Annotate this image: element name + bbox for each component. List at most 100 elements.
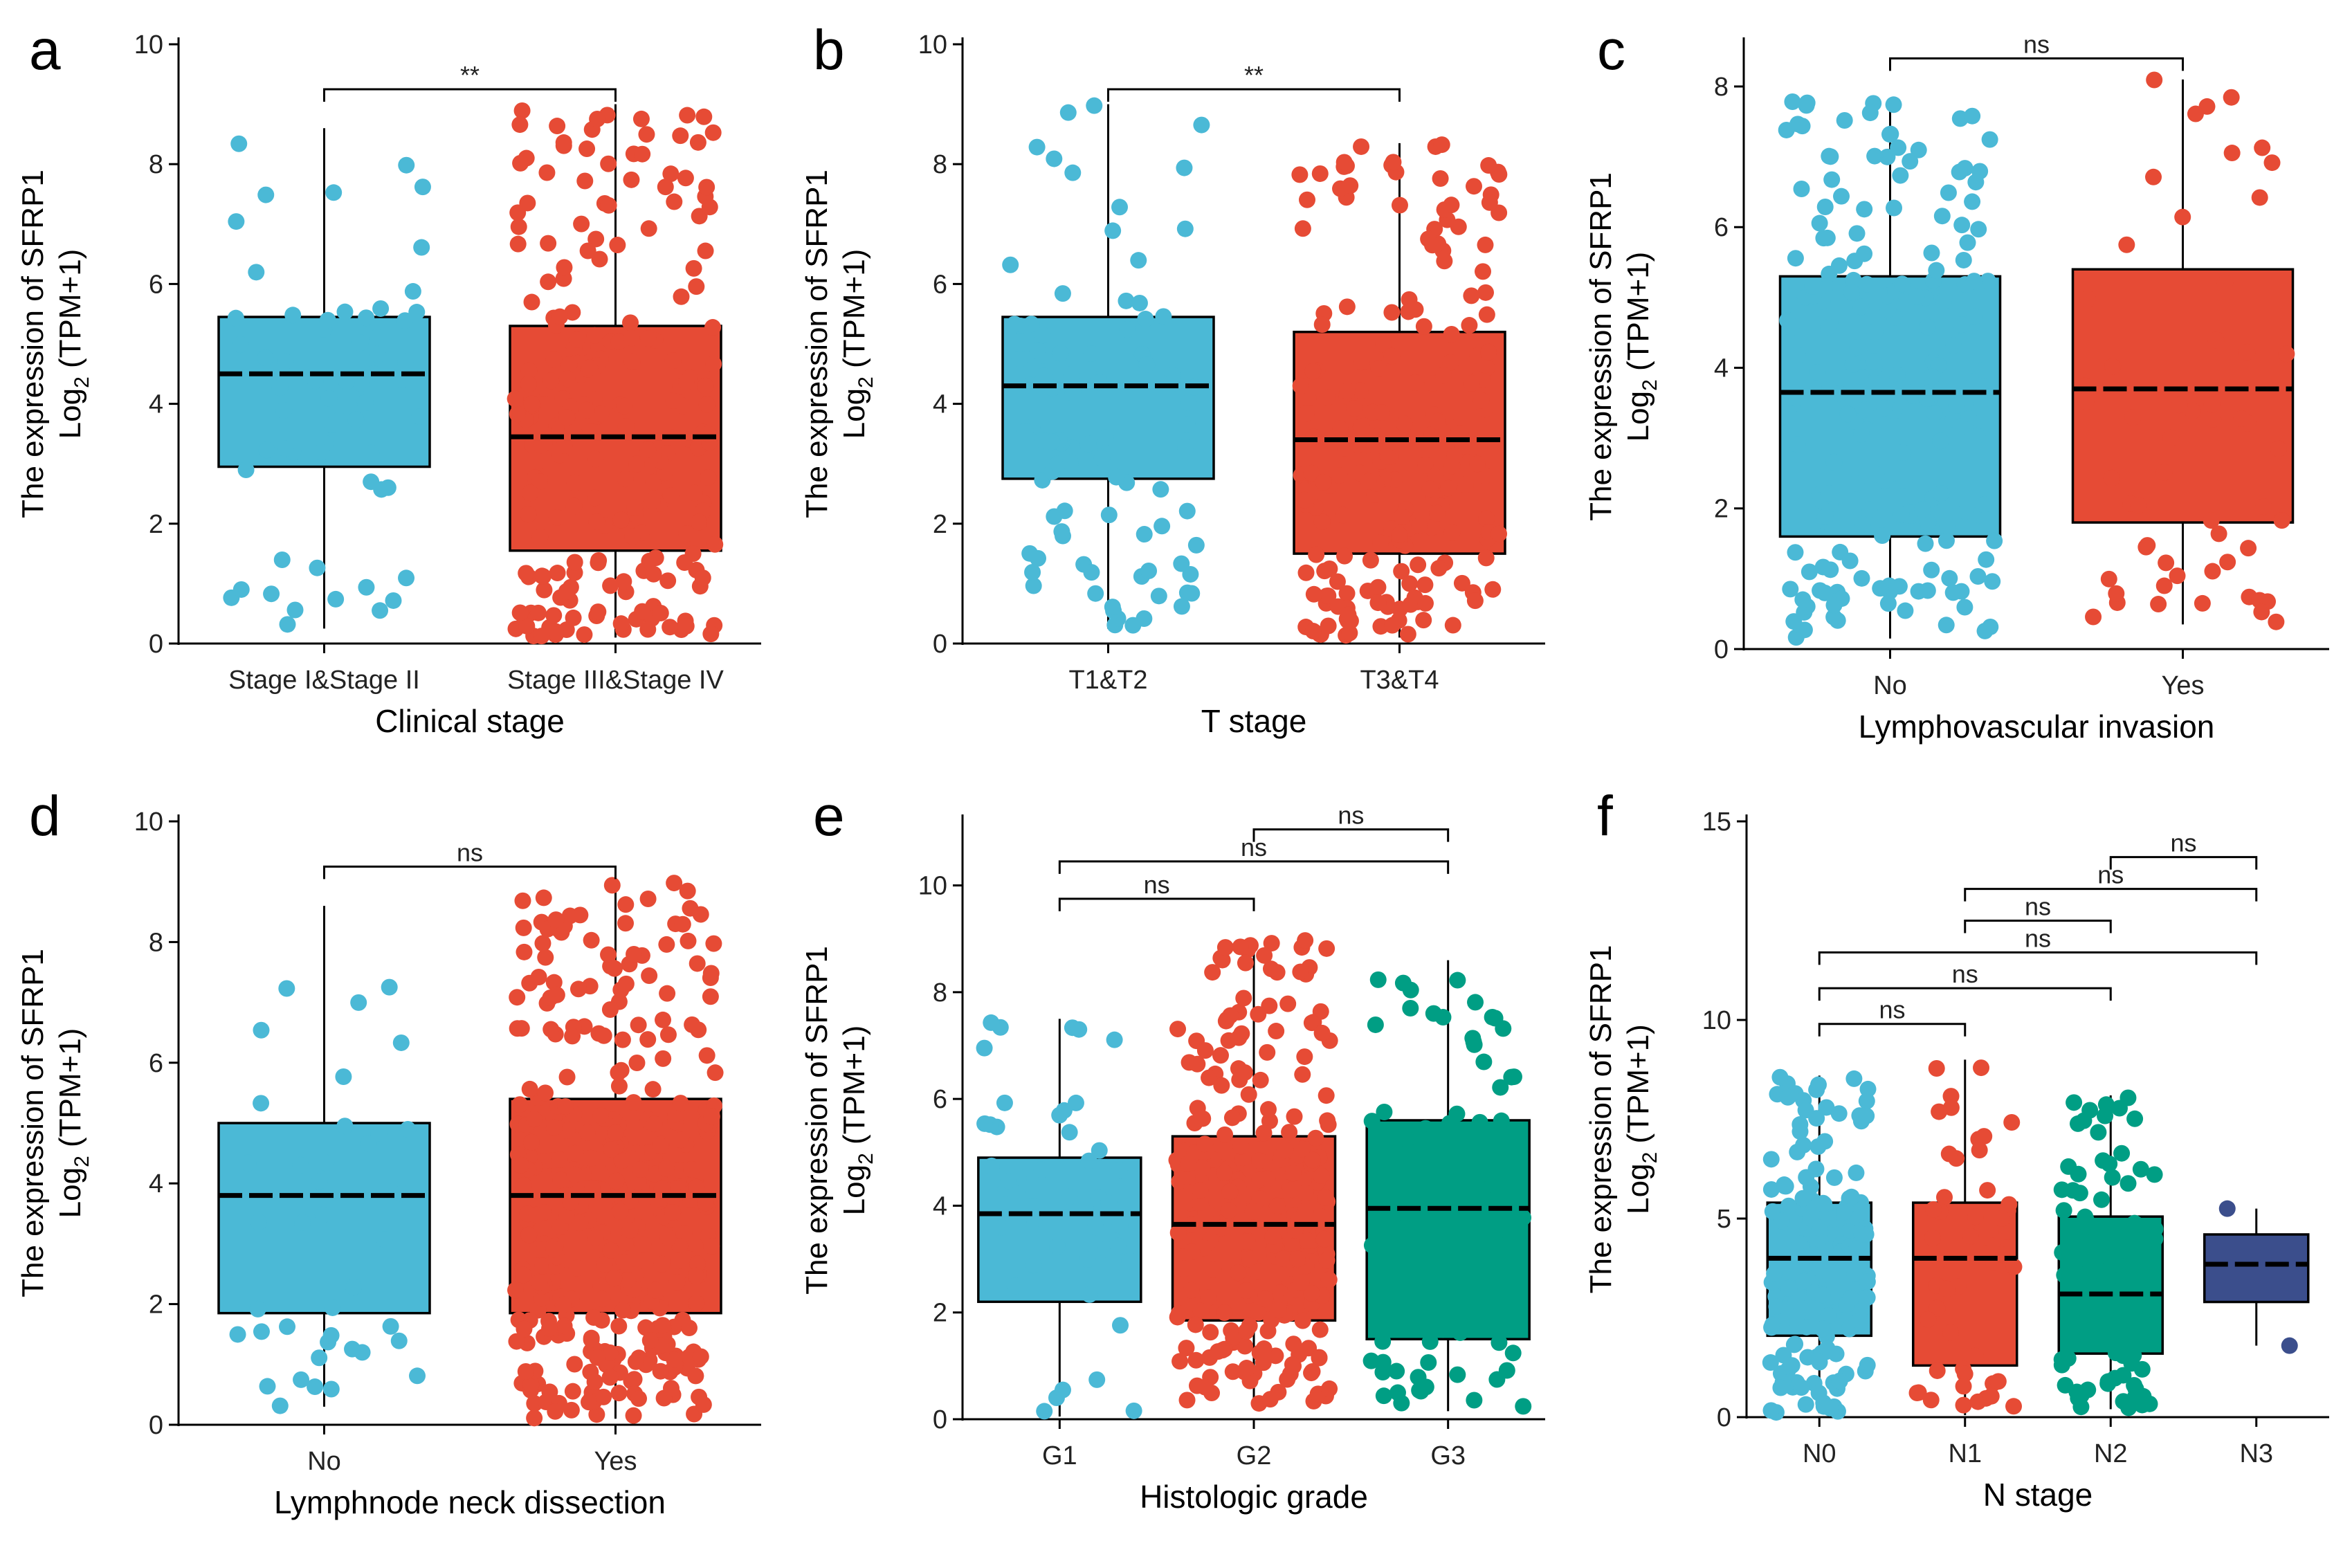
data-point [659,1026,677,1043]
data-point [513,102,531,119]
data-point [1300,1340,1318,1357]
data-point [325,184,343,201]
y-tick-label: 2 [149,1291,163,1320]
data-point [2278,345,2295,363]
data-point [1846,1264,1863,1282]
data-point [2097,1314,2114,1331]
y-tick-label: 8 [1714,73,1729,102]
data-point [1416,594,1434,612]
data-point [612,615,630,632]
y-tick-label: 4 [933,390,947,419]
data-point [1935,1189,1953,1206]
data-point [1064,164,1082,181]
data-point [1858,1093,1875,1110]
data-point [2270,440,2287,457]
data-point [1187,536,1205,554]
y-tick-label: 2 [933,1299,947,1328]
data-point [624,528,641,545]
data-point [537,1084,554,1102]
data-point [617,471,634,488]
data-point [1793,181,1810,198]
data-point [1346,400,1363,417]
data-point [1034,432,1052,449]
data-point [2203,512,2220,529]
data-point [551,1151,568,1168]
data-point [612,1203,629,1220]
data-point [358,309,375,327]
data-point [1920,1311,1937,1328]
data-point [1929,1362,1946,1379]
data-point [1188,1377,1205,1394]
data-point [525,1111,543,1128]
data-point [2137,538,2155,556]
data-point [1252,1071,1269,1088]
y-axis-title: The expression of SFRP1 Log2 (TPM+1) [16,949,93,1297]
y-tick-label: 8 [149,928,163,957]
data-point [509,405,526,423]
data-point [691,513,708,531]
data-point [614,1302,632,1319]
data-point [589,110,606,127]
data-point [533,437,550,454]
data-point [230,135,248,152]
data-point [1974,362,1991,379]
data-point [1801,563,1818,581]
data-point [1025,577,1042,594]
x-tick-label: G3 [1430,1441,1466,1470]
data-point [318,1154,335,1172]
data-point [1046,150,1063,167]
data-point [2169,567,2186,585]
data-point [1976,496,1993,513]
panel-f: 0 5 10 15 The expression of SFRP1 Log2 (TPM+1… [1568,784,2352,1568]
data-point [1966,308,1983,325]
data-point [1848,225,1866,242]
y-tick-label: 6 [1714,213,1729,242]
data-point [1337,439,1354,457]
data-point [253,1323,270,1340]
data-point [2103,469,2120,486]
data-point [697,242,714,259]
data-point [560,356,578,373]
data-point [1372,534,1389,551]
data-point [1443,197,1460,214]
data-point [587,489,604,507]
data-point [659,1229,677,1246]
data-point [2184,402,2201,419]
data-point [319,311,336,329]
data-point [2079,290,2097,307]
significance-bracket [1889,57,2184,71]
data-point [647,1282,664,1299]
data-point [520,362,538,379]
data-point [1320,617,1337,635]
data-point [1352,418,1369,435]
data-point [557,1098,574,1115]
data-point [569,981,587,998]
data-point [1852,367,1869,385]
data-point [352,334,369,352]
data-point [1910,141,1927,158]
data-point [508,1333,525,1350]
data-point [2125,1347,2142,1364]
data-point [1425,1005,1442,1022]
data-point [1845,1070,1863,1087]
data-point [1297,1202,1314,1219]
data-point [1061,1124,1078,1141]
y-axis-title-sub: 2 [71,376,93,388]
data-point [522,1133,540,1151]
data-point [1823,171,1841,188]
data-point [1421,480,1439,498]
data-point [237,462,255,479]
data-point [1475,1053,1493,1070]
chart-f: 0 5 10 15 The expression of SFRP1 Log2 (TPM+1… [1584,808,2329,1513]
data-point [381,978,398,996]
data-point [1815,1398,1832,1415]
data-point [520,376,537,393]
data-point [659,572,677,590]
data-point [602,577,619,594]
data-point [1763,1319,1780,1336]
data-point [1052,345,1069,362]
data-point [1067,1094,1084,1111]
data-point [284,307,302,324]
panel-letter-d: d [29,785,61,848]
data-point [1964,193,1981,210]
